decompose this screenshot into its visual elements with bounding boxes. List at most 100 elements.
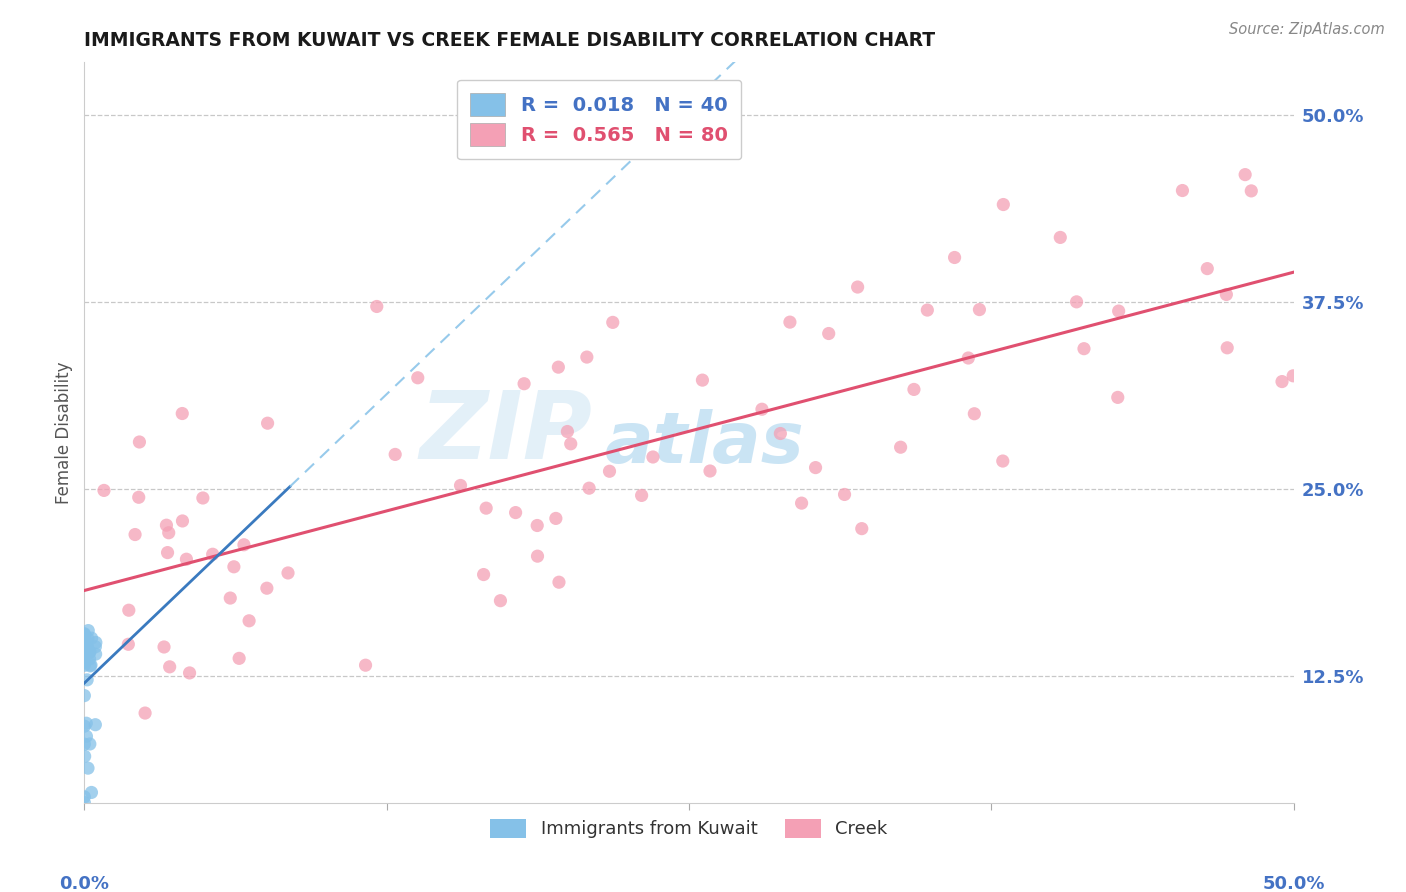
Point xyxy=(76,640,98,655)
Point xyxy=(560,437,582,451)
Point xyxy=(256,416,278,430)
Point xyxy=(73,645,96,659)
Point xyxy=(630,488,652,502)
Point xyxy=(1049,230,1071,244)
Point xyxy=(233,538,256,552)
Point xyxy=(790,496,813,510)
Point xyxy=(80,658,103,673)
Point xyxy=(172,407,194,421)
Point xyxy=(84,647,107,661)
Point xyxy=(366,300,388,314)
Point xyxy=(79,737,101,751)
Point xyxy=(804,460,827,475)
Point xyxy=(547,360,569,375)
Point xyxy=(75,716,97,731)
Point xyxy=(917,303,939,318)
Point xyxy=(513,376,536,391)
Point xyxy=(73,689,96,703)
Point xyxy=(75,729,97,743)
Point xyxy=(472,567,495,582)
Point xyxy=(1234,168,1257,182)
Text: Source: ZipAtlas.com: Source: ZipAtlas.com xyxy=(1229,22,1385,37)
Text: atlas: atlas xyxy=(605,409,804,478)
Point xyxy=(73,640,96,654)
Point xyxy=(1271,375,1294,389)
Point xyxy=(599,464,621,478)
Point xyxy=(73,749,96,764)
Point xyxy=(1073,342,1095,356)
Point xyxy=(1240,184,1263,198)
Point xyxy=(751,402,773,417)
Point xyxy=(124,527,146,541)
Point xyxy=(77,761,100,775)
Text: ZIP: ZIP xyxy=(419,386,592,479)
Point xyxy=(602,315,624,329)
Point xyxy=(73,737,96,751)
Point xyxy=(79,652,101,666)
Point xyxy=(544,511,567,525)
Point xyxy=(155,518,177,533)
Point xyxy=(699,464,721,478)
Point xyxy=(73,658,96,673)
Point xyxy=(817,326,839,341)
Point xyxy=(993,197,1015,211)
Point xyxy=(79,646,101,660)
Point xyxy=(201,547,224,561)
Point xyxy=(475,501,498,516)
Point xyxy=(406,371,429,385)
Point xyxy=(73,655,96,669)
Point xyxy=(153,640,176,654)
Legend: Immigrants from Kuwait, Creek: Immigrants from Kuwait, Creek xyxy=(484,812,894,846)
Point xyxy=(73,644,96,658)
Point xyxy=(80,631,103,645)
Point xyxy=(179,665,201,680)
Point xyxy=(128,490,150,504)
Point xyxy=(354,658,377,673)
Point xyxy=(1171,184,1194,198)
Point xyxy=(256,581,278,595)
Point xyxy=(505,506,527,520)
Point xyxy=(73,789,96,804)
Point xyxy=(1282,368,1305,383)
Point xyxy=(526,518,548,533)
Point xyxy=(73,629,96,643)
Point xyxy=(779,315,801,329)
Point xyxy=(1197,261,1219,276)
Point xyxy=(991,454,1014,468)
Point xyxy=(575,350,598,364)
Point xyxy=(692,373,714,387)
Point xyxy=(73,648,96,663)
Point xyxy=(84,640,107,654)
Point xyxy=(222,559,245,574)
Point xyxy=(77,624,100,638)
Point xyxy=(84,717,107,731)
Point xyxy=(73,640,96,655)
Point xyxy=(84,635,107,649)
Point xyxy=(73,626,96,640)
Point xyxy=(548,575,571,590)
Point xyxy=(118,603,141,617)
Point xyxy=(277,566,299,580)
Point xyxy=(384,447,406,461)
Point xyxy=(450,478,472,492)
Point xyxy=(963,407,986,421)
Point xyxy=(73,796,96,810)
Point xyxy=(76,639,98,653)
Text: 50.0%: 50.0% xyxy=(1263,874,1324,892)
Point xyxy=(73,638,96,652)
Point xyxy=(957,351,980,365)
Point xyxy=(1066,294,1088,309)
Point xyxy=(117,637,139,651)
Point xyxy=(969,302,991,317)
Point xyxy=(228,651,250,665)
Point xyxy=(191,491,214,505)
Point xyxy=(157,525,180,540)
Point xyxy=(76,673,98,687)
Point xyxy=(80,785,103,799)
Point xyxy=(578,481,600,495)
Y-axis label: Female Disability: Female Disability xyxy=(55,361,73,504)
Point xyxy=(128,435,150,450)
Point xyxy=(73,640,96,655)
Point xyxy=(557,425,579,439)
Point xyxy=(159,660,181,674)
